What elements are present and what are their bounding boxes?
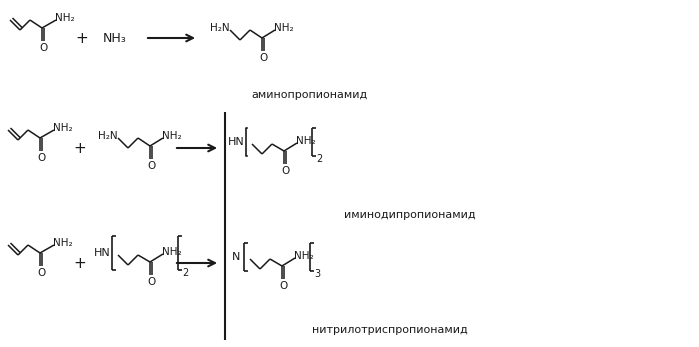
Text: NH₂: NH₂ bbox=[53, 238, 73, 248]
Text: +: + bbox=[75, 31, 88, 45]
Text: 2: 2 bbox=[316, 154, 322, 164]
Text: HN: HN bbox=[228, 137, 245, 147]
Text: NH₂: NH₂ bbox=[294, 251, 314, 261]
Text: H₂N: H₂N bbox=[210, 23, 230, 33]
Text: O: O bbox=[39, 43, 47, 53]
Text: 3: 3 bbox=[314, 269, 320, 279]
Text: нитрилотриспропионамид: нитрилотриспропионамид bbox=[312, 325, 468, 335]
Text: +: + bbox=[73, 255, 87, 271]
Text: HN: HN bbox=[94, 248, 110, 258]
Text: NH₂: NH₂ bbox=[296, 136, 316, 146]
Text: O: O bbox=[37, 268, 45, 278]
Text: NH₂: NH₂ bbox=[53, 123, 73, 133]
Text: O: O bbox=[147, 277, 155, 287]
Text: N: N bbox=[232, 252, 240, 262]
Text: O: O bbox=[37, 153, 45, 163]
Text: NH₂: NH₂ bbox=[162, 247, 182, 257]
Text: 2: 2 bbox=[182, 268, 188, 278]
Text: NH₃: NH₃ bbox=[103, 32, 127, 44]
Text: O: O bbox=[281, 166, 289, 176]
Text: аминопропионамид: аминопропионамид bbox=[252, 90, 368, 100]
Text: O: O bbox=[147, 161, 155, 171]
Text: +: + bbox=[73, 141, 87, 155]
Text: O: O bbox=[259, 53, 267, 63]
Text: иминодипропионамид: иминодипропионамид bbox=[344, 210, 476, 220]
Text: NH₂: NH₂ bbox=[162, 131, 182, 141]
Text: O: O bbox=[279, 281, 287, 291]
Text: NH₂: NH₂ bbox=[55, 13, 75, 23]
Text: NH₂: NH₂ bbox=[274, 23, 294, 33]
Text: H₂N: H₂N bbox=[98, 131, 117, 141]
